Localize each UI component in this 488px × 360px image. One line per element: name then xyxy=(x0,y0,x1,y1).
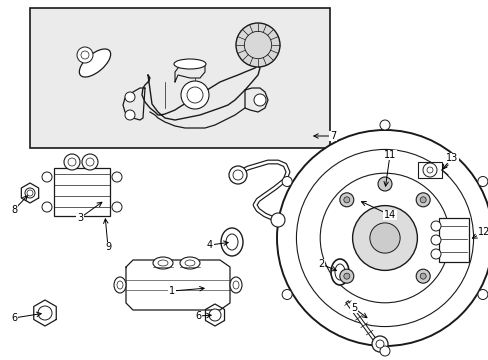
Ellipse shape xyxy=(330,259,348,285)
Circle shape xyxy=(419,197,426,203)
Circle shape xyxy=(371,336,387,352)
Text: 5: 5 xyxy=(350,303,356,313)
Circle shape xyxy=(430,249,440,259)
Text: 8: 8 xyxy=(11,205,17,215)
Circle shape xyxy=(86,158,94,166)
Circle shape xyxy=(477,176,487,186)
Circle shape xyxy=(228,166,246,184)
Circle shape xyxy=(282,289,291,300)
Circle shape xyxy=(186,87,203,103)
Circle shape xyxy=(112,172,122,182)
Bar xyxy=(54,168,110,216)
Bar xyxy=(438,218,468,262)
Ellipse shape xyxy=(334,264,345,280)
Circle shape xyxy=(82,154,98,170)
Circle shape xyxy=(369,223,399,253)
Circle shape xyxy=(38,306,52,320)
Circle shape xyxy=(430,235,440,245)
Bar xyxy=(417,162,441,178)
Bar xyxy=(30,8,329,148)
Ellipse shape xyxy=(114,277,126,293)
Ellipse shape xyxy=(117,281,123,289)
Ellipse shape xyxy=(153,257,173,269)
Circle shape xyxy=(112,202,122,212)
Circle shape xyxy=(375,340,383,348)
Circle shape xyxy=(77,47,93,63)
Circle shape xyxy=(419,273,426,279)
Circle shape xyxy=(81,51,89,59)
Circle shape xyxy=(125,92,135,102)
Circle shape xyxy=(343,273,349,279)
Ellipse shape xyxy=(174,59,205,69)
Circle shape xyxy=(343,197,349,203)
Ellipse shape xyxy=(229,277,242,293)
Text: 2: 2 xyxy=(317,259,324,269)
Circle shape xyxy=(232,170,243,180)
Text: 14: 14 xyxy=(383,210,395,220)
Circle shape xyxy=(42,172,52,182)
Text: 7: 7 xyxy=(329,131,335,141)
Circle shape xyxy=(64,154,80,170)
Circle shape xyxy=(27,190,33,196)
Ellipse shape xyxy=(184,260,195,266)
Ellipse shape xyxy=(158,260,168,266)
Ellipse shape xyxy=(225,234,238,250)
Text: 9: 9 xyxy=(105,242,111,252)
Circle shape xyxy=(208,309,221,321)
Circle shape xyxy=(320,173,449,303)
Circle shape xyxy=(253,94,265,106)
Circle shape xyxy=(244,31,271,59)
Circle shape xyxy=(477,289,487,300)
Text: 4: 4 xyxy=(206,240,213,250)
Circle shape xyxy=(422,163,436,177)
Text: 3: 3 xyxy=(77,213,83,223)
Text: 6: 6 xyxy=(11,313,17,323)
Circle shape xyxy=(415,193,429,207)
Circle shape xyxy=(282,176,291,186)
Circle shape xyxy=(276,130,488,346)
Circle shape xyxy=(68,158,76,166)
Circle shape xyxy=(296,149,472,327)
Circle shape xyxy=(339,269,353,283)
Text: 1: 1 xyxy=(168,286,175,296)
Ellipse shape xyxy=(221,228,243,256)
Text: 6: 6 xyxy=(195,311,201,321)
Circle shape xyxy=(181,81,208,109)
Circle shape xyxy=(270,213,285,227)
Circle shape xyxy=(352,206,417,270)
Ellipse shape xyxy=(232,281,239,289)
Circle shape xyxy=(426,167,432,173)
Text: 13: 13 xyxy=(445,153,457,163)
Circle shape xyxy=(415,269,429,283)
Ellipse shape xyxy=(79,49,110,77)
Circle shape xyxy=(42,202,52,212)
Text: 12: 12 xyxy=(477,227,488,237)
Circle shape xyxy=(377,177,391,191)
Circle shape xyxy=(379,120,389,130)
Circle shape xyxy=(125,110,135,120)
Circle shape xyxy=(379,346,389,356)
Circle shape xyxy=(25,188,35,198)
Text: 11: 11 xyxy=(383,150,395,160)
Circle shape xyxy=(430,221,440,231)
Circle shape xyxy=(339,193,353,207)
Ellipse shape xyxy=(180,257,200,269)
Circle shape xyxy=(236,23,280,67)
